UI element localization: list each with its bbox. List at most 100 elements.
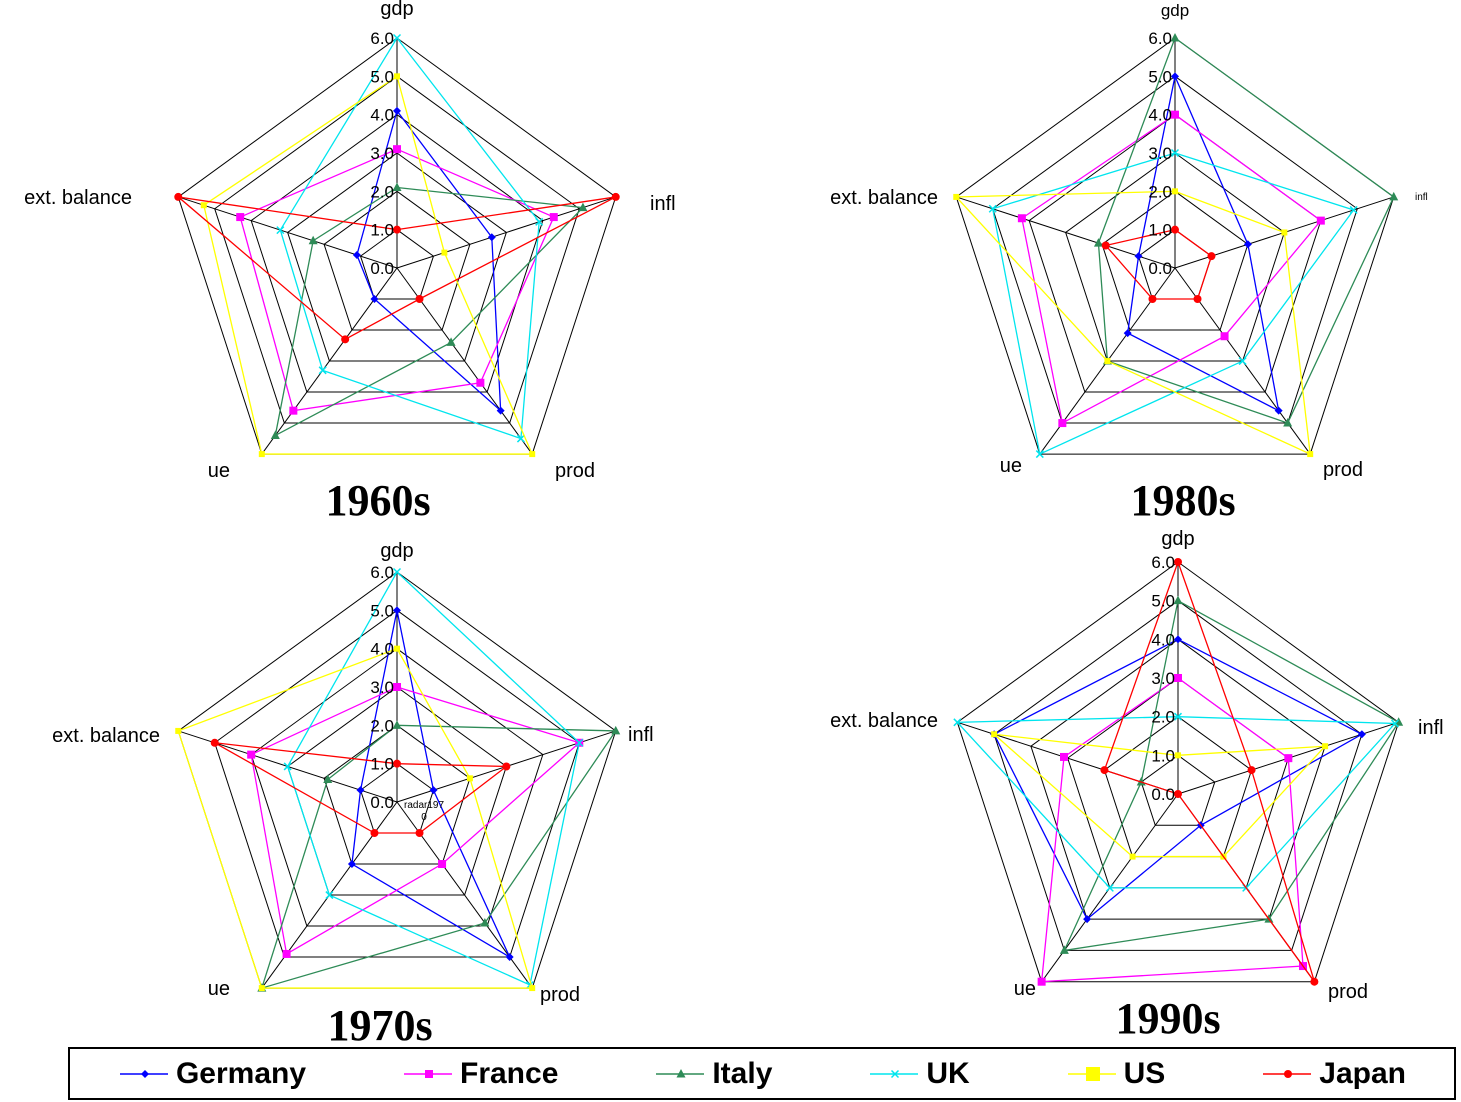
axis-label-ext-balance: ext. balance xyxy=(830,187,938,209)
tick-label: 4.0 xyxy=(370,640,394,659)
axis-label-prod: prod xyxy=(555,460,595,482)
data-point xyxy=(325,891,334,900)
axis-label-ue: ue xyxy=(1014,978,1036,1000)
data-point xyxy=(1174,790,1182,798)
tick-label: 3.0 xyxy=(370,144,394,163)
data-point xyxy=(529,451,536,458)
data-point xyxy=(323,774,333,783)
legend-item-us: US xyxy=(1066,1057,1165,1091)
series-japan xyxy=(210,738,511,838)
series-uk xyxy=(953,712,1399,892)
legend-item-uk: UK xyxy=(868,1057,970,1091)
series-line xyxy=(1103,560,1315,983)
data-point xyxy=(529,985,536,992)
data-point xyxy=(1174,674,1182,682)
series-japan xyxy=(1101,225,1216,304)
data-point xyxy=(988,204,997,213)
data-point xyxy=(258,985,265,992)
tick-label: 6.0 xyxy=(370,563,394,582)
data-point xyxy=(1316,216,1325,225)
data-point xyxy=(1220,332,1229,341)
data-point xyxy=(1207,252,1216,261)
data-point xyxy=(1100,766,1109,775)
legend-swatch-france xyxy=(404,1069,452,1078)
data-point xyxy=(611,192,620,201)
axis-label-ue: ue xyxy=(1000,455,1022,477)
data-point xyxy=(1170,148,1180,158)
data-point xyxy=(283,762,292,771)
data-point xyxy=(174,192,183,201)
legend-swatch-japan xyxy=(1263,1069,1312,1078)
tick-label: 6.0 xyxy=(1151,553,1175,572)
axis-label-ue: ue xyxy=(208,978,230,1000)
tick-label: 0.0 xyxy=(370,793,394,812)
grid-ring xyxy=(1030,638,1326,920)
legend-label: Japan xyxy=(1319,1056,1406,1090)
tick-label: 4.0 xyxy=(370,106,394,125)
series-line xyxy=(1021,113,1322,425)
data-point xyxy=(487,233,496,242)
series-france xyxy=(247,683,584,958)
data-point xyxy=(394,645,400,652)
legend-marker xyxy=(425,1069,433,1078)
data-point xyxy=(370,295,379,304)
grid-ring xyxy=(1101,190,1249,331)
series-line xyxy=(991,152,1355,456)
data-point xyxy=(415,829,424,838)
series-line xyxy=(214,742,509,834)
data-point xyxy=(1274,406,1283,415)
data-point xyxy=(1284,754,1293,763)
series-japan xyxy=(1100,558,1319,986)
data-point xyxy=(953,193,960,200)
series-line xyxy=(954,190,1311,456)
series-line xyxy=(1097,36,1395,424)
data-point xyxy=(1171,225,1179,234)
data-point xyxy=(516,434,525,443)
tick-label: 0.0 xyxy=(370,259,394,278)
series-italy xyxy=(257,720,621,992)
legend-item-japan: Japan xyxy=(1261,1057,1406,1091)
legend-marker xyxy=(1284,1069,1293,1078)
series-germany xyxy=(352,106,505,415)
data-point xyxy=(308,235,318,245)
tick-label: 5.0 xyxy=(370,67,394,86)
data-point xyxy=(1129,853,1136,860)
series-germany xyxy=(1123,72,1283,415)
radar-panel-1990s: 0.0 1.0 2.0 3.0 4.0 5.0 6.0 gdp infl prod ue ext. b… xyxy=(830,528,1443,1043)
data-point xyxy=(393,145,401,154)
data-point xyxy=(1322,743,1329,750)
chart-legend: Germany France Italy UK US Japan xyxy=(68,1047,1456,1100)
grid-ring xyxy=(1065,152,1285,362)
tick-label: 4.0 xyxy=(1148,106,1172,125)
legend-marker xyxy=(891,1069,900,1078)
series-line xyxy=(286,570,580,986)
series-uk xyxy=(988,148,1358,459)
data-point xyxy=(476,378,485,387)
data-point xyxy=(446,337,456,346)
tick-label: 3.0 xyxy=(1151,669,1175,688)
grid-ring xyxy=(323,724,471,865)
panel-title: 1960s xyxy=(325,476,430,525)
grid-ring xyxy=(323,190,471,331)
data-point xyxy=(1172,188,1178,195)
data-point xyxy=(341,335,350,344)
series-line xyxy=(992,733,1327,858)
grid-ring xyxy=(287,152,507,362)
data-point xyxy=(1101,241,1110,250)
data-point xyxy=(393,683,401,691)
data-point xyxy=(318,366,327,375)
series-line xyxy=(351,610,512,959)
data-point xyxy=(505,953,514,962)
data-point xyxy=(1173,595,1183,605)
data-point xyxy=(1104,358,1111,365)
series-line xyxy=(176,195,617,341)
axis-label-gdp: gdp xyxy=(1161,1,1189,20)
tick-label: 1.0 xyxy=(370,221,394,240)
axis-label-prod: prod xyxy=(540,984,580,1006)
data-point xyxy=(393,759,401,768)
tick-label: 4.0 xyxy=(1151,630,1175,649)
data-point xyxy=(496,406,505,415)
legend-label: Italy xyxy=(712,1056,773,1090)
data-point xyxy=(1247,766,1256,775)
